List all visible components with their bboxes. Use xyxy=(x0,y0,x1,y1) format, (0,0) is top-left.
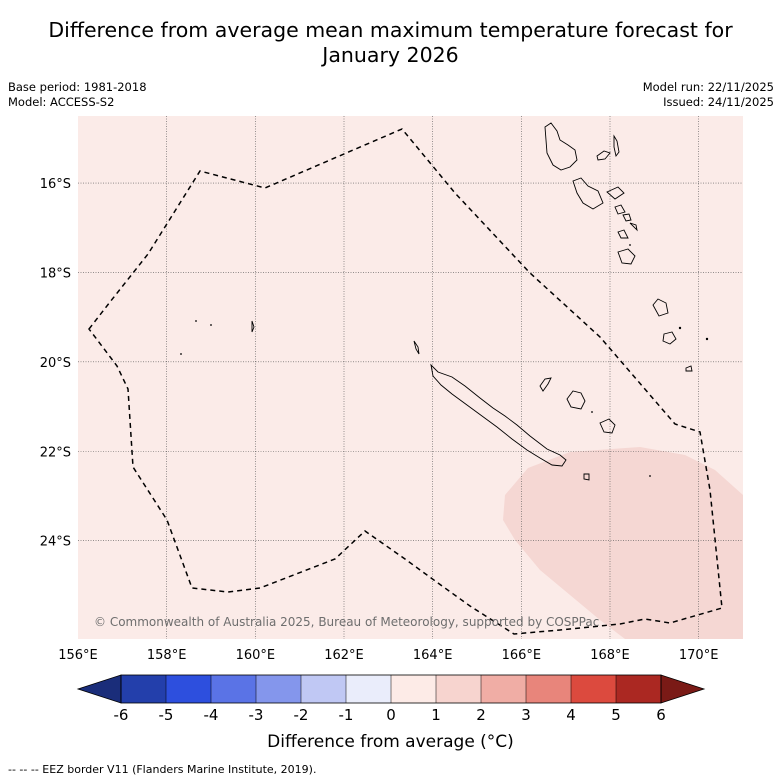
colorbar-label: Difference from average (°C) xyxy=(267,732,514,752)
coastlines xyxy=(251,122,693,481)
epi-coast xyxy=(614,204,626,215)
futuna-coast xyxy=(685,365,693,372)
map-attribution: © Commonwealth of Australia 2025, Bureau… xyxy=(94,615,599,629)
islet-dot xyxy=(180,353,182,355)
lat-tick-label: 20°S xyxy=(40,356,71,371)
lifou-coast xyxy=(566,390,586,410)
model-run: Model run: 22/11/2025 xyxy=(642,80,774,94)
positive-anomaly-area xyxy=(503,447,743,639)
islet-dot xyxy=(649,475,651,477)
colorbar-swatch xyxy=(391,675,436,703)
espiritu-santo-coast xyxy=(544,122,578,171)
lat-tick-label: 16°S xyxy=(40,177,71,192)
colorbar-tick-label: 5 xyxy=(611,706,621,724)
colorbar-tick-label: 3 xyxy=(521,706,531,724)
colorbar-swatch xyxy=(166,675,211,703)
base-period: Base period: 1981-2018 xyxy=(8,80,147,94)
erromango-coast xyxy=(617,248,636,265)
colorbar-tick-label: -5 xyxy=(159,706,174,724)
islet-dot xyxy=(705,337,709,341)
colorbar-swatch xyxy=(211,675,256,703)
colorbar-tick-label: 4 xyxy=(566,706,576,724)
colorbar-tick-label: 0 xyxy=(386,706,396,724)
lon-tick-label: 158°E xyxy=(147,648,187,663)
title-line-1: Difference from average mean maximum tem… xyxy=(48,18,733,42)
walpole-coast xyxy=(583,473,590,481)
islet-dot xyxy=(591,411,593,413)
belep-islands-coast xyxy=(413,340,420,355)
lon-tick-label: 166°E xyxy=(502,648,542,663)
lon-tick-label: 160°E xyxy=(236,648,276,663)
colorbar-swatch xyxy=(301,675,346,703)
lat-tick-label: 18°S xyxy=(40,266,71,281)
pentecost-coast xyxy=(606,186,625,200)
colorbar-swatch xyxy=(256,675,301,703)
colorbar-low-extend xyxy=(76,674,122,704)
colorbar-tick-label: 1 xyxy=(431,706,441,724)
mare-coast xyxy=(599,418,616,434)
axis-labels: 156°E 158°E 160°E 162°E 164°E 166°E 168°E 170°E… xyxy=(40,177,719,663)
lat-tick-label: 24°S xyxy=(40,535,71,550)
colorbar-tick-label: -4 xyxy=(204,706,219,724)
lat-tick-label: 22°S xyxy=(40,445,71,460)
lon-tick-label: 168°E xyxy=(590,648,630,663)
colorbar-tick-label: -1 xyxy=(339,706,354,724)
colorbar-high-extend xyxy=(660,674,706,704)
lon-tick-label: 162°E xyxy=(324,648,364,663)
issued-date: Issued: 24/11/2025 xyxy=(663,95,774,109)
lon-tick-label: 156°E xyxy=(58,648,98,663)
new-caledonia-coast xyxy=(430,363,567,467)
colorbar-swatch xyxy=(571,675,616,703)
colorbar-tick-label: -6 xyxy=(114,706,129,724)
rennell-islet-coast xyxy=(251,320,255,333)
colorbar-tick-label: 6 xyxy=(656,706,666,724)
colorbar-swatch xyxy=(436,675,481,703)
meta-left: Base period: 1981-2018 Model: ACCESS-S2 xyxy=(8,80,147,110)
ambae-coast xyxy=(596,150,611,161)
colorbar-tick-label: -3 xyxy=(249,706,264,724)
lon-tick-label: 164°E xyxy=(413,648,453,663)
chart-title: Difference from average mean maximum tem… xyxy=(0,18,781,68)
colorbar-swatch xyxy=(481,675,526,703)
colorbar-swatch xyxy=(346,675,391,703)
title-line-2: January 2026 xyxy=(322,43,459,67)
eez-border xyxy=(88,128,723,635)
colorbar-swatch xyxy=(526,675,571,703)
efate-coast xyxy=(617,229,629,239)
colorbar-tick-label: 2 xyxy=(476,706,486,724)
aneityum-coast xyxy=(662,331,677,345)
colorbar-tick-label: -2 xyxy=(294,706,309,724)
maewo-coast xyxy=(613,134,620,158)
colorbar: -6 -5 -4 -3 -2 -1 0 1 2 3 4 5 6 xyxy=(76,674,706,724)
small-islets xyxy=(180,244,709,477)
islet-dot xyxy=(195,320,197,322)
ouvea-coast xyxy=(539,377,552,392)
shepherd-islands-coast xyxy=(622,213,638,232)
graticule xyxy=(78,116,743,639)
tanna-coast xyxy=(652,298,669,317)
lon-tick-label: 170°E xyxy=(679,648,719,663)
colorbar-swatch xyxy=(616,675,661,703)
islet-dot xyxy=(629,244,631,246)
meta-right: Model run: 22/11/2025 Issued: 24/11/2025 xyxy=(643,80,774,110)
islet-dot xyxy=(678,326,682,330)
colorbar-swatch xyxy=(121,675,166,703)
malakula-coast xyxy=(572,177,604,210)
model-name: Model: ACCESS-S2 xyxy=(8,95,115,109)
islet-dot xyxy=(210,324,212,326)
footnote: -- -- -- EEZ border V11 (Flanders Marine… xyxy=(8,763,317,776)
